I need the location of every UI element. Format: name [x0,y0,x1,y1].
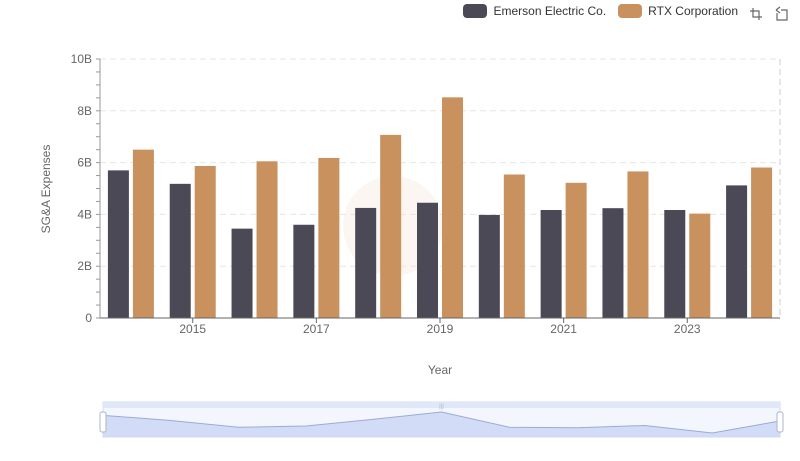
bar-emerson-2015 [169,183,191,318]
bar-rtx-2017 [318,157,340,318]
bar-rtx-2020 [503,174,525,318]
legend-swatch-emerson [463,4,488,18]
x-tick-label: 2015 [179,322,206,336]
bar-rtx-2021 [565,182,587,318]
zoom-preview-line [102,411,781,434]
bar-rtx-2015 [194,165,216,318]
y-tick-label: 10B [71,52,92,66]
x-tick-labels: 2015 2017 2019 2021 2023 [179,318,701,336]
restore-icon[interactable] [774,6,790,22]
bar-emerson-2018 [355,207,377,318]
bar-rtx-2019 [442,97,463,318]
toolbox [748,6,790,22]
y-tick-label: 2B [77,259,92,273]
legend-item-emerson[interactable]: Emerson Electric Co. [463,4,606,18]
bar-rtx-2023 [689,213,711,318]
zoom-top-bar [103,402,780,408]
data-zoom-slider[interactable]: ||| [99,401,784,438]
y-tick-labels: 0 2B 4B 6B 8B 10B [71,52,93,325]
x-tick-label: 2021 [550,322,577,336]
legend-label-emerson: Emerson Electric Co. [493,4,607,18]
bar-emerson-2024 [726,185,748,318]
x-axis-label: Year [428,363,452,377]
legend-item-rtx[interactable]: RTX Corporation [618,4,738,18]
y-tick-label: 8B [77,104,92,118]
y-tick-label: 0 [85,311,92,325]
x-tick-label: 2017 [303,322,330,336]
bar-emerson-2019 [417,202,438,318]
bar-emerson-2021 [540,209,562,318]
y-tick-label: 6B [77,156,92,170]
bar-rtx-2014 [132,149,154,318]
bar-rtx-2016 [256,161,278,318]
bars [107,97,773,318]
legend-swatch-rtx [618,4,643,18]
zoom-handle-right[interactable] [776,411,784,433]
bar-emerson-2016 [231,228,253,318]
bar-emerson-2014 [107,170,129,318]
bar-emerson-2017 [293,224,315,318]
x-tick-label: 2019 [427,322,454,336]
zoom-preview-area [103,412,780,437]
zoom-handle-left[interactable] [99,411,107,433]
bar-emerson-2020 [478,214,500,318]
legend: Emerson Electric Co. RTX Corporation [463,4,738,18]
x-tick-label: 2023 [674,322,701,336]
bar-rtx-2024 [751,167,773,318]
zoom-grip-icon: ||| [439,404,444,410]
bar-emerson-2022 [602,208,624,318]
bar-rtx-2018 [380,134,402,318]
zoom-icon[interactable] [748,6,764,22]
legend-label-rtx: RTX Corporation [648,4,738,18]
bar-rtx-2022 [627,171,649,318]
bar-emerson-2023 [664,209,686,318]
y-tick-label: 4B [77,207,92,221]
y-axis-label: SG&A Expenses [39,145,53,234]
